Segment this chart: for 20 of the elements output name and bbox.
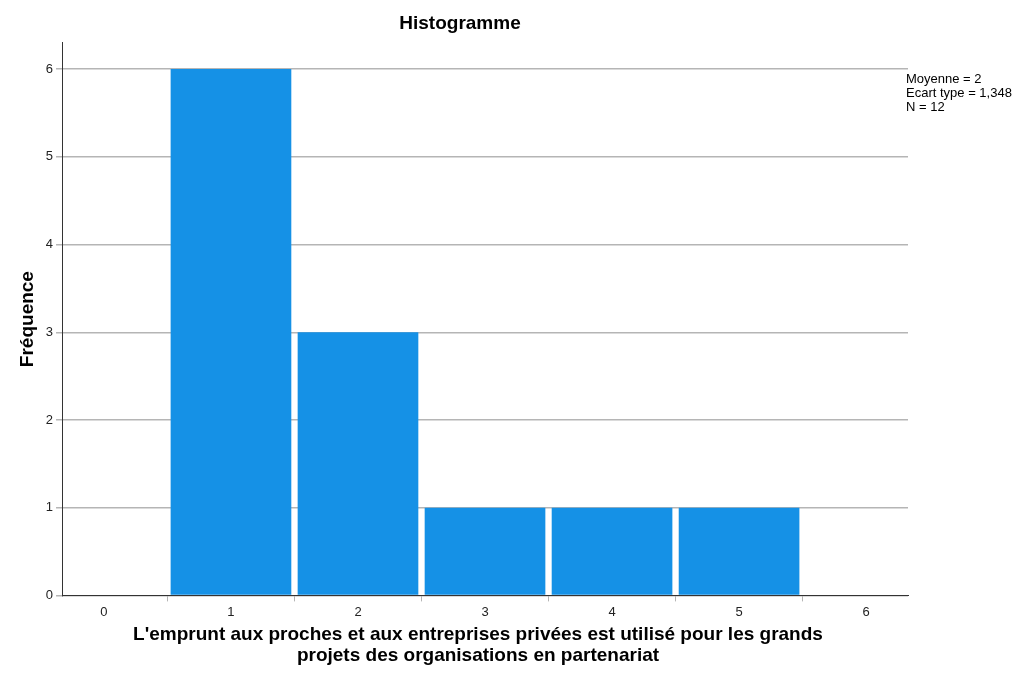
- x-tick-label: 4: [608, 603, 616, 619]
- x-tick-label: 6: [862, 603, 870, 619]
- x-tick-label: 5: [735, 603, 743, 619]
- y-tick-label: 4: [45, 236, 54, 252]
- y-tick-label: 1: [45, 499, 54, 515]
- annotation: Moyenne = 2: [906, 71, 983, 86]
- x-tick-label: 0: [100, 603, 108, 619]
- y-axis-title: Fréquence: [15, 271, 37, 368]
- y-tick-label: 5: [45, 148, 54, 164]
- x-tick-label: 1: [227, 603, 235, 619]
- x-tick-label: 2: [354, 603, 362, 619]
- y-tick-label: 0: [45, 586, 54, 602]
- annotation: Ecart type = 1,348: [906, 85, 1012, 100]
- y-tick-label: 6: [45, 60, 54, 76]
- chart-title: Histogramme: [399, 11, 521, 33]
- y-tick-label: 2: [45, 411, 54, 427]
- x-tick-label: 3: [481, 603, 489, 619]
- x-axis-title: L'emprunt aux proches et aux entreprises privées est utilisé pour les grands projets des organisations en partenariat: [132, 623, 824, 665]
- y-tick-label: 3: [45, 323, 54, 339]
- annotation: N = 12: [906, 99, 945, 114]
